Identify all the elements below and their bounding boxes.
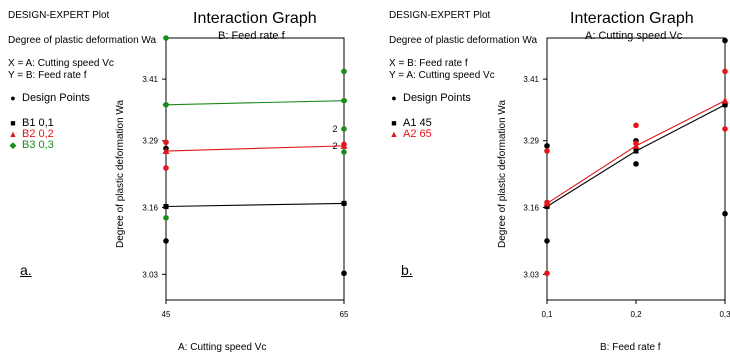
series-mean-marker (163, 204, 169, 210)
y-assignment: Y = A: Cutting speed Vc (389, 70, 495, 81)
legend-label: A1 45 (403, 117, 432, 129)
panel-tag: b. (401, 262, 413, 278)
design-point (341, 270, 347, 277)
series-mean-marker (543, 199, 551, 207)
plot-frame (165, 37, 345, 301)
y-assignment: Y = B: Feed rate f (8, 70, 87, 81)
plot-area: 3.03 3.16 3.29 3.41 45 65 2 2 (142, 35, 349, 319)
triangle-marker-icon: ▲ (8, 129, 18, 139)
design-point (722, 68, 728, 75)
legend-entry: ■ A1 45 (389, 117, 432, 129)
y-tick-label: 3.16 (523, 204, 539, 213)
dot-icon: ● (10, 93, 16, 103)
design-point (341, 126, 347, 132)
series-mean-marker (341, 200, 347, 206)
y-tick-label: 3.29 (142, 137, 158, 146)
legend-entry: ▲ A2 65 (389, 128, 432, 140)
design-point (341, 149, 347, 155)
legend-entry: ■ B1 0,1 (8, 117, 54, 129)
legend-design-points: ● Design Points (8, 92, 90, 104)
legend-entry: ▲ B2 0,2 (8, 128, 54, 140)
design-point (544, 143, 550, 149)
legend-design-points: ● Design Points (389, 92, 471, 104)
design-point (163, 35, 169, 41)
design-point (544, 270, 550, 277)
y-tick-label: 3.29 (523, 137, 539, 146)
chart-subtitle: B: Feed rate f (218, 30, 285, 42)
x-tick-label: 65 (340, 310, 349, 319)
series-mean-marker (721, 97, 729, 104)
x-tick-label: 0,3 (719, 310, 730, 319)
response-label: Degree of plastic deformation Wa (8, 35, 157, 46)
design-point (341, 68, 347, 75)
design-point (163, 165, 169, 171)
series-mean-marker (544, 204, 550, 210)
chart-title: Interaction Graph (193, 10, 317, 27)
design-point (633, 122, 639, 129)
dot-icon: ● (391, 93, 397, 103)
series-mean-marker (162, 101, 170, 109)
y-tick-label: 3.41 (523, 75, 539, 84)
design-point (722, 126, 728, 132)
response-label: Degree of plastic deformation Wa (389, 35, 538, 46)
y-tick-label: 3.16 (142, 204, 158, 213)
x-assignment: X = B: Feed rate f (389, 58, 468, 69)
software-label: DESIGN-EXPERT Plot (8, 10, 110, 21)
design-point (163, 215, 169, 221)
legend-label: B1 0,1 (22, 117, 54, 129)
design-point (163, 238, 169, 244)
series-line (165, 145, 345, 152)
series-mean-marker (633, 148, 639, 154)
design-point (544, 148, 550, 154)
series-line (546, 104, 726, 207)
interaction-graph-panel-b: DESIGN-EXPERT Plot Degree of plastic def… (365, 0, 730, 356)
square-marker-icon: ■ (391, 118, 397, 128)
design-point (163, 139, 169, 146)
legend-label: B3 0,3 (22, 139, 54, 151)
design-point (633, 161, 639, 167)
square-marker-icon: ■ (10, 118, 16, 128)
y-tick-label: 3.03 (142, 270, 158, 279)
design-point (722, 37, 728, 44)
legend-entry: ◆ B3 0,3 (8, 139, 54, 151)
plot-frame (546, 37, 726, 301)
software-label: DESIGN-EXPERT Plot (389, 10, 491, 21)
y-tick-label: 3.41 (142, 75, 158, 84)
design-point (544, 238, 550, 244)
diamond-marker-icon: ◆ (9, 140, 17, 150)
legend-label: A2 65 (403, 128, 432, 140)
interaction-graph-panel-a: DESIGN-EXPERT Plot Degree of plastic def… (8, 10, 349, 353)
series-line (165, 100, 345, 106)
design-point (722, 210, 728, 217)
panel-tag: a. (20, 262, 32, 278)
series-mean-marker (632, 142, 640, 149)
chart-subtitle: A: Cutting speed Vc (585, 30, 683, 42)
chart-title: Interaction Graph (570, 10, 694, 27)
x-axis-label: A: Cutting speed Vc (178, 342, 267, 353)
series-mean-marker (340, 142, 348, 149)
series-mean-marker (722, 102, 728, 108)
triangle-marker-icon: ▲ (389, 129, 399, 139)
x-tick-label: 45 (162, 310, 171, 319)
y-tick-label: 3.03 (523, 270, 539, 279)
x-tick-label: 0,1 (541, 310, 553, 319)
plot-area: 3.03 3.16 3.29 3.41 0,1 0,2 0,3 (523, 37, 730, 319)
x-tick-label: 0,2 (630, 310, 642, 319)
x-axis-label: B: Feed rate f (600, 342, 661, 353)
point-count-annotation: 2 (332, 124, 337, 134)
point-count-annotation: 2 (332, 141, 337, 151)
legend-label: B2 0,2 (22, 128, 54, 140)
series-line (165, 202, 345, 208)
x-assignment: X = A: Cutting speed Vc (8, 58, 114, 69)
series-mean-marker (340, 97, 348, 105)
series-mean-marker (162, 147, 170, 155)
